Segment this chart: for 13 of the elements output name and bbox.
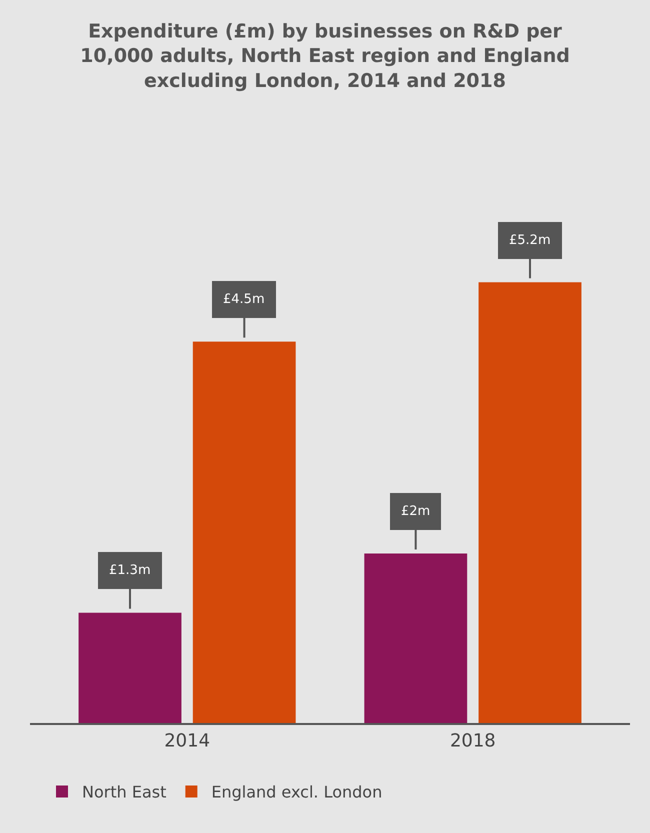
bar [478, 282, 582, 723]
x-tick-label: 2018 [450, 730, 496, 752]
x-tick-label: 2014 [164, 730, 210, 752]
bar [78, 612, 182, 723]
data-label: £4.5m [223, 292, 265, 307]
bar [364, 553, 468, 723]
data-label: £5.2m [509, 233, 551, 248]
legend-label: England excl. London [211, 782, 382, 802]
chart-title: Expenditure (£m) by businesses on R&D per 10,000 adults, North East region and England excluding London, 2014 and 2018 [80, 20, 570, 92]
data-label: £2m [401, 504, 430, 519]
legend-label: North East [82, 782, 166, 802]
data-label: £1.3m [109, 563, 151, 578]
bar [192, 342, 296, 723]
